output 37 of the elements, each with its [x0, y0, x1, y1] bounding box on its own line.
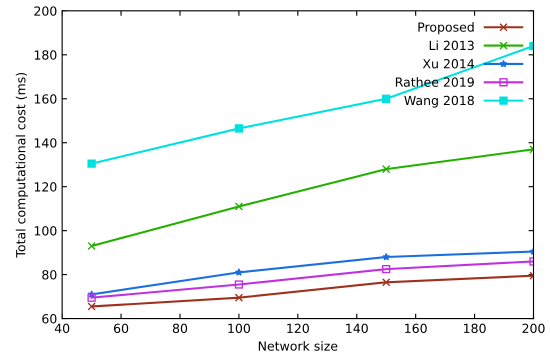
y-tick-label: 160	[34, 94, 56, 104]
x-tick-label: 200	[522, 324, 545, 334]
point	[234, 124, 244, 133]
legend-label: Proposed	[418, 22, 474, 34]
x-tick-label: 100	[228, 324, 250, 334]
y-tick-label: 80	[42, 270, 56, 280]
point	[234, 268, 243, 276]
x-tick-label: 60	[114, 324, 128, 334]
point	[382, 94, 390, 103]
y-tick-label: 100	[34, 226, 56, 236]
x-tick-label: 180	[464, 324, 486, 334]
point	[234, 294, 244, 302]
legend-label: Li 2013	[430, 40, 474, 50]
x-tick-label: 120	[287, 324, 309, 334]
point	[382, 164, 390, 174]
point	[234, 280, 244, 289]
legend-label: Wang 2018	[404, 96, 474, 108]
x-tick-label: 80	[172, 324, 188, 334]
point	[87, 159, 96, 168]
x-tick-label: 140	[346, 324, 368, 334]
x-tick-label: 40	[54, 324, 70, 334]
y-tick-label: 200	[34, 6, 56, 16]
legend-label: Xu 2014	[422, 59, 474, 68]
point	[87, 242, 96, 250]
point	[382, 278, 390, 286]
point	[382, 252, 390, 261]
point	[87, 294, 96, 302]
point	[234, 202, 244, 211]
y-tick-label: 180	[34, 50, 56, 60]
point	[382, 264, 390, 274]
y-tick-label: 120	[34, 182, 56, 192]
y-tick-label: 140	[34, 138, 56, 148]
point	[87, 302, 96, 311]
x-tick-label: 160	[405, 324, 427, 334]
y-tick-label: 60	[42, 314, 56, 324]
y-axis-title: Total computational cost (ms)	[16, 72, 28, 258]
x-axis-title: Network size	[258, 341, 338, 351]
